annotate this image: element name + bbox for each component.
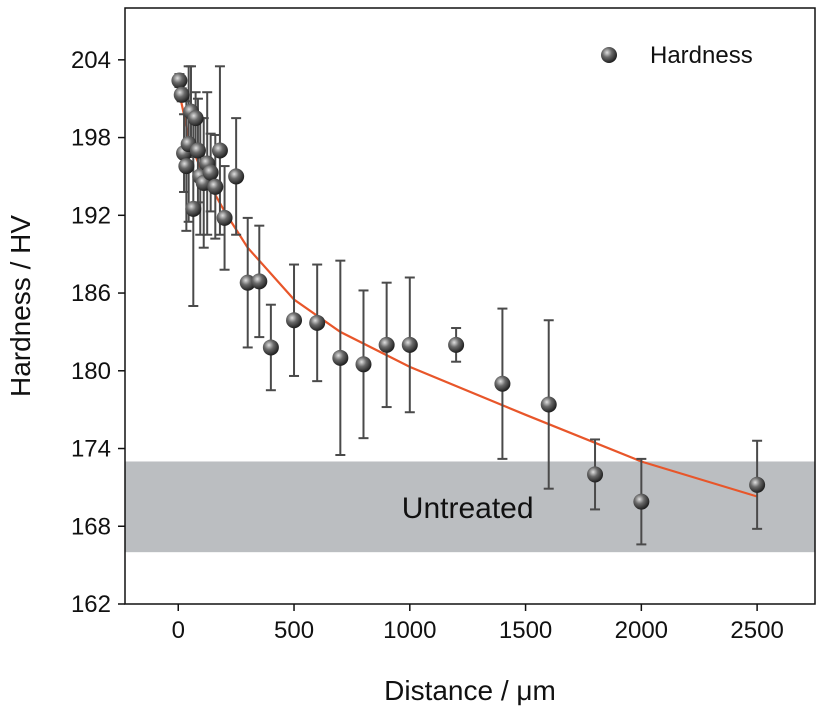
- x-tick-label: 0: [172, 617, 185, 644]
- data-point: [448, 336, 465, 353]
- y-axis-title: Hardness / HV: [5, 215, 36, 397]
- data-point: [189, 142, 206, 159]
- fit-curve: [179, 98, 758, 498]
- y-tick-label: 168: [71, 513, 111, 540]
- x-tick-label: 1500: [499, 617, 552, 644]
- y-tick-label: 204: [71, 47, 111, 74]
- y-tick-label: 186: [71, 280, 111, 307]
- fit-curve-layer: [179, 98, 758, 498]
- untreated-band-layer: [125, 461, 815, 553]
- data-point: [332, 349, 349, 366]
- data-point: [401, 336, 418, 353]
- y-tick-label: 198: [71, 125, 111, 152]
- legend: Hardness: [601, 42, 753, 69]
- data-point: [378, 336, 395, 353]
- plot-frame: [124, 7, 816, 605]
- untreated-band: [125, 461, 815, 553]
- data-point: [251, 273, 268, 290]
- data-point: [633, 493, 650, 510]
- data-point: [202, 164, 219, 181]
- data-point: [178, 158, 195, 175]
- data-point: [309, 314, 326, 331]
- data-point: [211, 142, 228, 159]
- data-point: [228, 168, 245, 185]
- x-tick-label: 500: [274, 617, 314, 644]
- y-tick-label: 180: [71, 358, 111, 385]
- y-tick-label: 162: [71, 591, 111, 618]
- x-tick-label: 2500: [730, 617, 783, 644]
- data-point-layer: [171, 72, 766, 510]
- x-tick-label: 2000: [615, 617, 668, 644]
- data-point: [262, 339, 279, 356]
- data-point: [185, 200, 202, 217]
- axis-ticks: 0 500 1000 1500 2000 2500 162 168 174 180 186 192 19…: [71, 47, 784, 644]
- data-point: [239, 274, 256, 291]
- data-point: [207, 178, 224, 195]
- data-point: [286, 312, 303, 329]
- legend-marker: [601, 47, 617, 63]
- data-point: [494, 375, 511, 392]
- data-point: [187, 110, 204, 127]
- y-tick-label: 192: [71, 202, 111, 229]
- data-point: [355, 356, 372, 373]
- x-tick-label: 1000: [383, 617, 436, 644]
- data-point: [749, 476, 766, 493]
- data-point: [173, 86, 190, 103]
- data-point: [587, 466, 604, 483]
- data-point: [171, 72, 188, 89]
- x-axis-title: Distance / μm: [384, 675, 556, 706]
- data-point: [540, 396, 557, 413]
- data-point: [216, 209, 233, 226]
- untreated-band-label: Untreated: [402, 492, 534, 525]
- y-tick-label: 174: [71, 436, 111, 463]
- legend-label: Hardness: [650, 42, 753, 69]
